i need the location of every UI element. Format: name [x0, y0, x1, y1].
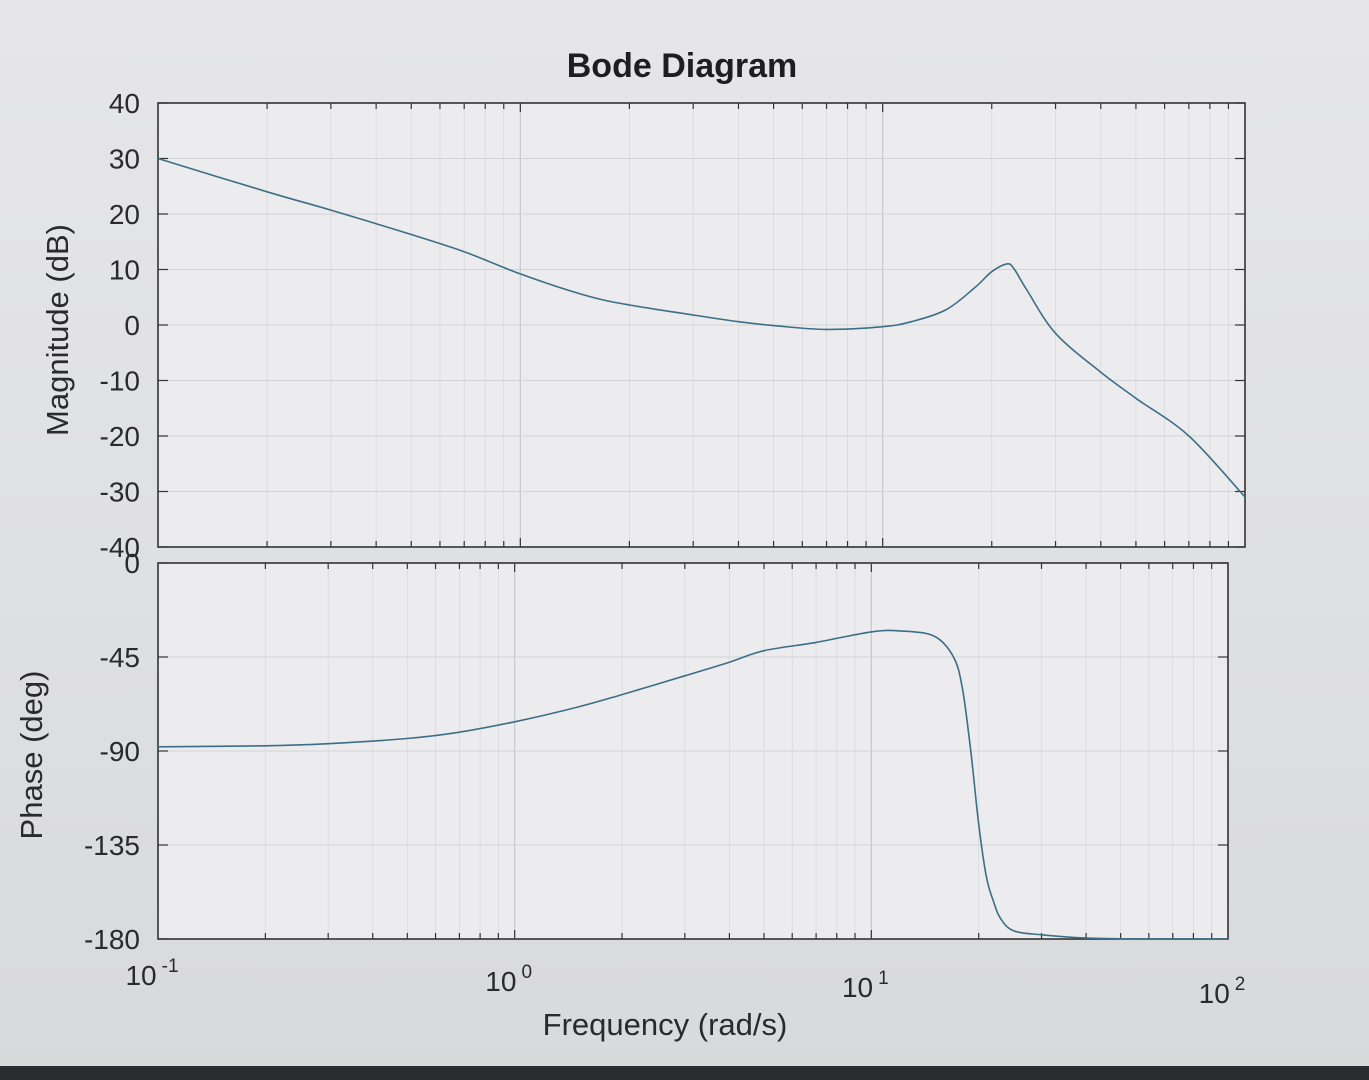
magnitude-y-tick-label: -30 [100, 477, 140, 508]
phase-y-tick-label: -45 [100, 642, 140, 673]
phase-y-axis-label: Phase (deg) [14, 671, 49, 840]
magnitude-y-tick-label: 40 [109, 88, 140, 119]
magnitude-plot: 40 30 20 10 0 -10 -20 -30 -40 Magnitude (dB) [40, 88, 1246, 563]
x-tick-label: 10 -1 [125, 956, 178, 991]
x-tick-labels: 10 -1 10 0 10 1 10 2 [125, 956, 1245, 1009]
x-tick-label: 10 2 [1199, 974, 1246, 1009]
magnitude-y-tick-label: -40 [100, 532, 140, 563]
phase-y-tick-label: -135 [84, 830, 140, 861]
magnitude-grid [158, 102, 1245, 548]
phase-plot: 0 -45 -90 -135 -180 Phase (deg) [14, 548, 1229, 955]
magnitude-y-tick-label: -10 [100, 366, 140, 397]
magnitude-y-tick-label: 30 [109, 144, 140, 175]
phase-y-tick-label: 0 [124, 548, 140, 579]
phase-y-ticks: 0 -45 -90 -135 -180 [84, 548, 140, 955]
magnitude-y-tick-label: 10 [109, 255, 140, 286]
magnitude-y-axis-label: Magnitude (dB) [40, 224, 75, 436]
x-tick-label: 10 0 [485, 962, 532, 997]
chart-title: Bode Diagram [567, 47, 798, 85]
phase-y-tick-label: -90 [100, 736, 140, 767]
magnitude-y-ticks: 40 30 20 10 0 -10 -20 -30 -40 [100, 88, 140, 563]
magnitude-series-line [157, 157, 1246, 498]
x-axis-label: Frequency (rad/s) [543, 1007, 788, 1042]
magnitude-y-tick-label: -20 [100, 421, 140, 452]
phase-y-tick-label: -180 [84, 924, 140, 955]
magnitude-y-tick-label: 20 [109, 199, 140, 230]
screen-bezel [0, 1066, 1369, 1080]
x-tick-label: 10 1 [842, 968, 889, 1003]
magnitude-y-tick-label: 0 [124, 310, 140, 341]
phase-series-line [157, 629, 1229, 940]
